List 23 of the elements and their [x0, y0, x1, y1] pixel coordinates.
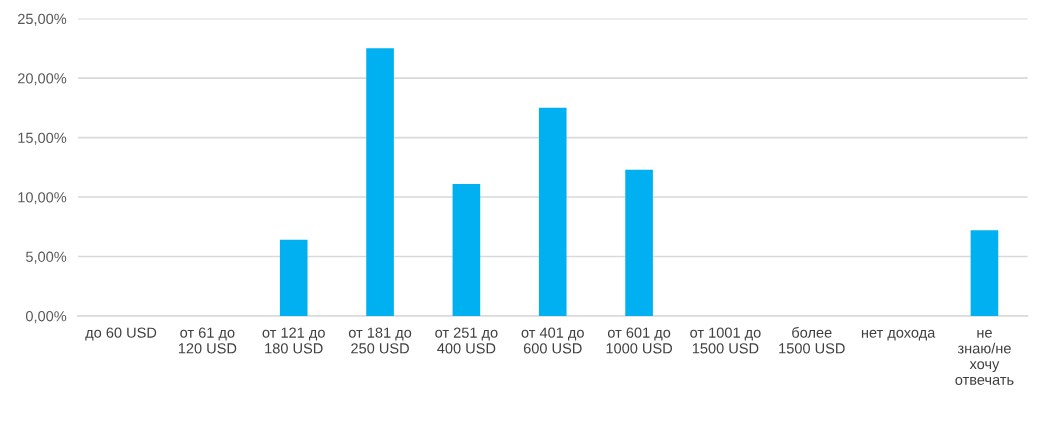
y-tick-label: 25,00%	[18, 13, 67, 26]
y-tick-label: 10,00%	[18, 192, 67, 205]
x-tick-label: от 61 до 120 USD	[178, 327, 237, 354]
y-tick-label: 15,00%	[18, 132, 67, 145]
y-tick-label: 0,00%	[25, 311, 67, 324]
bar	[366, 48, 394, 316]
x-tick-label: более 1500 USD	[779, 326, 845, 354]
x-tick-label: не знаю/не хочу отвечать	[955, 329, 1014, 385]
x-tick-label: от 121 до 180 USD	[262, 327, 325, 354]
x-tick-label: от 251 до 400 USD	[435, 327, 498, 354]
x-tick-label: нет дохода	[861, 329, 936, 341]
x-tick-label: от 601 до 1000 USD	[606, 327, 673, 354]
x-tick-label: до 60 USD	[85, 327, 157, 341]
bar	[452, 183, 481, 316]
x-tick-label: от 401 до 600 USD	[521, 327, 584, 354]
y-tick-label: 5,00%	[25, 251, 67, 264]
bar	[279, 239, 308, 316]
x-tick-label: от 181 до 250 USD	[348, 327, 412, 354]
bar	[625, 169, 653, 316]
bar	[538, 107, 567, 316]
y-tick-label: 20,00%	[18, 73, 67, 86]
bar	[970, 230, 999, 316]
x-tick-label: от 1001 до 1500 USD	[690, 327, 761, 354]
